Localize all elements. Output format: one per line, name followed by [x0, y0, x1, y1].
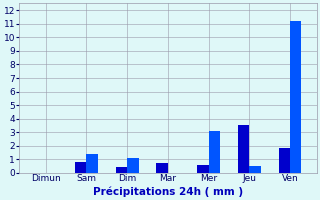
Bar	[156, 163, 168, 173]
Bar	[75, 162, 86, 173]
Bar	[116, 167, 127, 173]
Bar	[127, 158, 139, 173]
Bar	[290, 21, 301, 173]
Bar	[279, 148, 290, 173]
Bar	[209, 131, 220, 173]
Bar	[86, 154, 98, 173]
Bar	[197, 165, 209, 173]
Bar	[238, 125, 249, 173]
X-axis label: Précipitations 24h ( mm ): Précipitations 24h ( mm )	[93, 186, 243, 197]
Bar	[249, 166, 261, 173]
